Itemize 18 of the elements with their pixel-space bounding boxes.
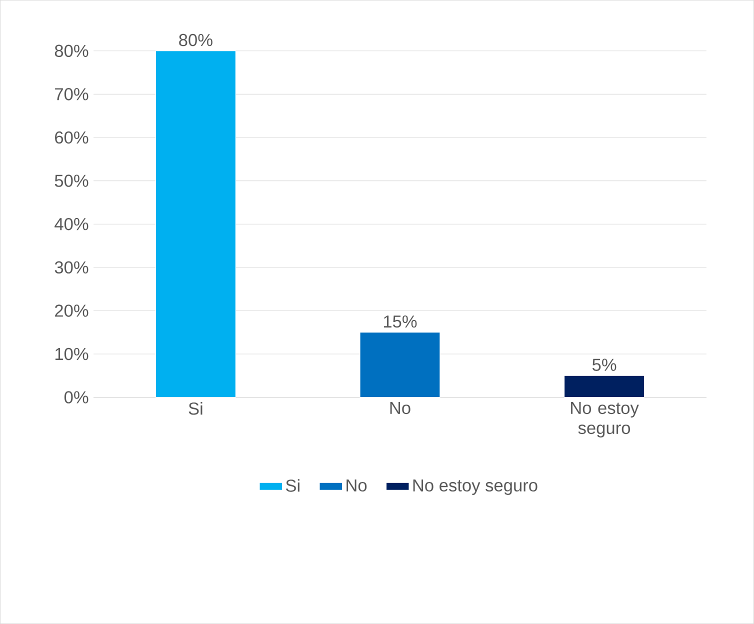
legend-label: No estoy seguro bbox=[413, 479, 538, 495]
y-tick-label: 40% bbox=[54, 218, 88, 230]
legend-label: Si bbox=[286, 479, 300, 492]
x-tick-label: No bbox=[390, 402, 410, 414]
y-tick-label: 60% bbox=[55, 131, 88, 144]
y-tick-label: 50% bbox=[54, 174, 88, 187]
x-tick-label: Si bbox=[188, 402, 202, 415]
y-tick-label: 10% bbox=[55, 348, 88, 360]
y-tick-label: 80% bbox=[54, 44, 88, 57]
legend-label: No bbox=[346, 479, 367, 492]
y-tick-label: 30% bbox=[54, 261, 88, 274]
y-tick-label: 70% bbox=[55, 88, 88, 100]
text: 80% bbox=[179, 34, 212, 46]
text: 15% bbox=[384, 315, 417, 328]
text: 5% bbox=[592, 358, 616, 371]
y-tick-label: 20% bbox=[55, 304, 88, 317]
x-tick-label: No estoy seguro bbox=[571, 402, 639, 438]
y-tick-label: 0% bbox=[64, 391, 88, 404]
